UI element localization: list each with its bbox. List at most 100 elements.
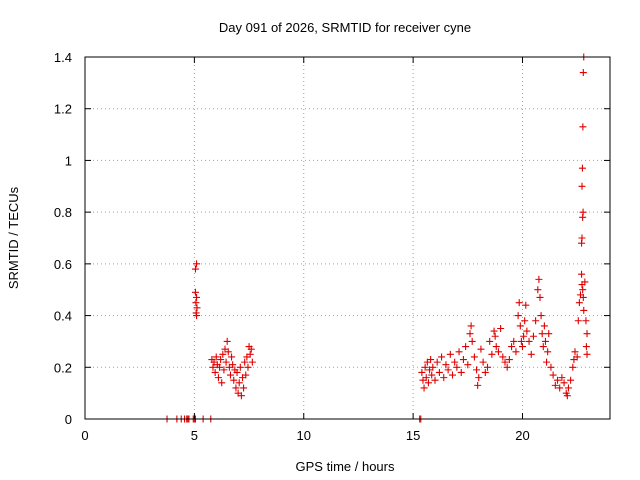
data-point <box>236 363 244 371</box>
y-tick-label: 1.4 <box>54 50 72 65</box>
data-point <box>424 379 432 387</box>
data-point <box>457 368 465 376</box>
data-point <box>453 363 461 371</box>
data-point <box>554 376 561 384</box>
axis-ticks: 0 5 10 15 20 0 0.2 0.4 0.6 0.8 1 1.2 1.4 <box>54 50 610 443</box>
data-point <box>422 374 430 382</box>
data-point <box>242 371 250 379</box>
x-tick-label: 20 <box>515 428 529 443</box>
data-point <box>558 374 566 382</box>
data-point <box>226 371 234 379</box>
x-axis-label: GPS time / hours <box>296 459 395 474</box>
data-point <box>536 293 544 301</box>
data-point <box>539 343 547 351</box>
data-point <box>435 368 443 376</box>
data-point <box>217 356 225 364</box>
data-point <box>537 312 545 320</box>
y-tick-label: 0.2 <box>54 360 72 375</box>
data-point <box>248 358 256 366</box>
data-point <box>582 343 590 351</box>
data-point <box>515 299 523 307</box>
data-point <box>192 299 200 307</box>
data-point <box>224 348 232 356</box>
data-point <box>247 345 255 353</box>
data-point <box>583 330 591 338</box>
data-point <box>578 270 586 278</box>
data-point <box>438 353 446 361</box>
data-point <box>474 381 482 389</box>
data-point <box>467 322 475 330</box>
y-tick-label: 0.6 <box>54 257 72 272</box>
data-point <box>494 348 502 356</box>
data-point <box>193 304 201 312</box>
data-point <box>529 332 537 340</box>
data-point <box>527 350 535 358</box>
data-point <box>193 293 201 301</box>
chart-title: Day 091 of 2026, SRMTID for receiver cyn… <box>219 20 471 35</box>
data-point <box>216 363 224 371</box>
data-point <box>514 312 522 320</box>
data-point <box>545 330 553 338</box>
data-point <box>491 332 499 340</box>
data-point <box>574 317 582 325</box>
y-tick-label: 1 <box>65 153 72 168</box>
x-tick-label: 0 <box>81 428 88 443</box>
data-point <box>240 384 248 392</box>
data-point <box>581 278 589 286</box>
data-point <box>232 384 240 392</box>
data-point <box>508 343 516 351</box>
data-point <box>193 312 201 320</box>
data-point <box>442 361 450 369</box>
data-point <box>486 337 494 345</box>
data-point <box>214 374 222 382</box>
data-point <box>516 322 524 330</box>
data-point <box>579 123 587 131</box>
data-point <box>230 376 238 384</box>
data-point <box>241 358 249 366</box>
data-point <box>209 363 217 371</box>
data-point <box>578 182 586 190</box>
data-point <box>512 348 520 356</box>
data-point <box>481 368 489 376</box>
data-point <box>451 358 459 366</box>
data-point <box>532 317 540 325</box>
data-point <box>219 350 227 358</box>
data-point <box>521 317 529 325</box>
data-point <box>212 353 220 361</box>
data-point <box>420 384 428 392</box>
data-point <box>211 368 219 376</box>
data-point <box>579 293 587 301</box>
x-tick-label: 10 <box>297 428 311 443</box>
data-point <box>431 376 439 384</box>
data-point <box>218 379 226 387</box>
data-point <box>229 361 237 369</box>
data-point <box>449 371 456 379</box>
data-point <box>499 353 507 361</box>
data-point <box>573 353 581 361</box>
data-point <box>223 337 231 345</box>
data-point <box>418 368 426 376</box>
data-point <box>455 348 463 356</box>
data-point <box>466 330 474 338</box>
data-point <box>544 348 552 356</box>
data-point <box>433 358 441 366</box>
data-point <box>579 69 587 77</box>
data-point <box>523 327 531 335</box>
data-point <box>510 337 518 345</box>
data-point <box>191 288 199 296</box>
data-point <box>560 379 568 387</box>
data-point <box>583 350 591 358</box>
data-point <box>578 164 586 172</box>
data-point <box>503 363 511 371</box>
data-point <box>563 392 571 400</box>
data-point <box>569 363 577 371</box>
data-point <box>428 371 436 379</box>
data-point <box>567 376 575 384</box>
data-point <box>473 366 481 374</box>
data-point <box>468 337 476 345</box>
data-point <box>470 353 478 361</box>
data-point <box>551 381 559 389</box>
data-point <box>520 332 528 340</box>
data-point <box>479 358 487 366</box>
